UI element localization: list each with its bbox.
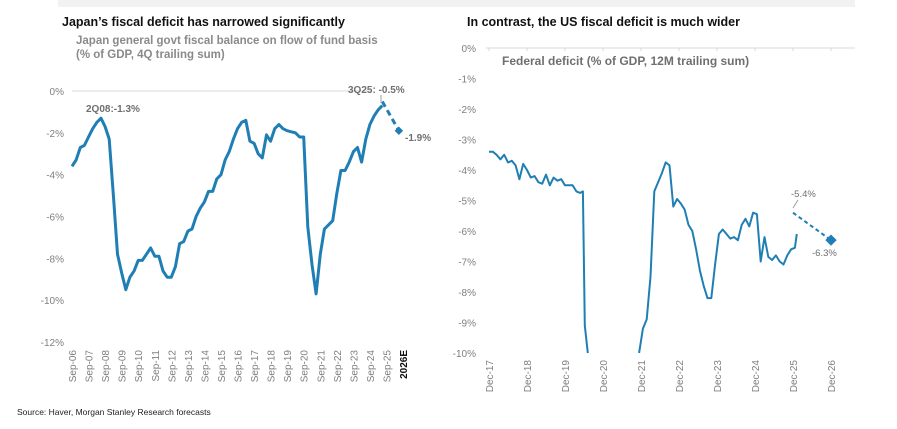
japan-y-tick-label: -6% [46,213,64,224]
japan-chart-title: Japan’s fiscal deficit has narrowed sign… [62,15,345,29]
japan-x-tick-label: Sep-24 [366,350,377,383]
japan-chart-subtitle-line1: Japan general govt fiscal balance on flo… [76,35,378,47]
us-annotation-forecast: -6.3% [812,248,837,259]
us-y-tick-label: -8% [458,288,476,299]
japan-x-tick-label: Sep-10 [134,350,145,383]
us-y-tick-label: -10% [453,349,476,360]
japan-balance-line [70,104,384,296]
japan-y-tick-label: -12% [41,338,64,349]
japan-annotation-2026e: -1.9% [405,133,431,144]
us-x-tick-label: Dec-18 [523,360,534,393]
us-y-tick-label: -5% [458,197,476,208]
us-annotation-leader [792,199,799,209]
japan-x-tick-label: Sep-14 [200,350,211,383]
japan-x-tick-label: Sep-20 [300,350,311,383]
us-y-tick-label: -7% [458,258,476,269]
us-y-tick-label: -4% [458,166,476,177]
us-deficit-line-pre-covid [489,150,589,354]
japan-chart-subtitle-line2: (% of GDP, 4Q trailing sum) [76,49,225,61]
japan-y-tick-label: -8% [46,254,64,265]
top-bar [58,0,855,7]
japan-x-tick-label: Sep-08 [101,350,112,383]
japan-x-tick-label: Sep-23 [349,350,360,383]
us-x-tick-label: Dec-22 [675,360,686,393]
japan-y-tick-label: -4% [46,171,64,182]
japan-x-tick-label: Sep-19 [283,350,294,383]
us-forecast-line [792,211,832,242]
us-x-tick-label: Dec-20 [599,360,610,393]
us-x-tick-label: Dec-23 [713,360,724,393]
japan-x-tick-label: Sep-16 [234,350,245,383]
us-chart-title: In contrast, the US fiscal deficit is mu… [467,15,740,29]
us-x-tick-label: Dec-17 [485,360,496,393]
us-x-tick-label: Dec-25 [789,360,800,393]
japan-x-tick-label: Sep-09 [118,350,129,383]
japan-y-tick-label: -10% [41,296,64,307]
japan-x-tick-label: Sep-18 [267,350,278,383]
japan-x-tick-label: Sep-17 [250,350,261,383]
japan-x-tick-label: Sep-25 [382,350,393,383]
japan-x-tick-label: Sep-07 [85,350,96,383]
us-deficit-line-post-covid [638,161,798,354]
japan-x-tick-label: Sep-11 [151,350,162,382]
us-y-tick-label: -3% [458,136,476,147]
japan-forecast-line [380,100,401,132]
japan-x-tick-label: Sep-22 [333,350,344,383]
japan-x-tick-label: Sep-21 [316,350,327,383]
us-x-tick-label: Dec-19 [561,360,572,393]
us-y-tick-label: -2% [458,105,476,116]
japan-y-tick-label: 0% [50,87,65,98]
us-x-tick-label: Dec-26 [827,360,838,393]
japan-forecast-marker [394,126,404,135]
japan-y-tick-label: -2% [46,129,64,140]
source-note: Source: Haver, Morgan Stanley Research f… [17,407,211,417]
japan-annotation-2q08: 2Q08:-1.3% [86,104,140,115]
us-inner-label: Federal deficit (% of GDP, 12M trailing … [502,54,749,68]
us-y-tick-label: -1% [458,75,476,86]
japan-x-tick-label: Sep-13 [184,350,195,383]
us-x-tick-label: Dec-24 [751,360,762,393]
japan-annotation-3q25: 3Q25: -0.5% [348,85,405,96]
japan-x-tick-label: Sep-15 [217,350,228,383]
japan-x-tick-label: Sep-12 [167,350,178,383]
us-annotation-current: -5.4% [791,189,816,200]
us-y-tick-label: -9% [458,319,476,330]
us-y-tick-label: 0% [462,44,477,55]
us-forecast-marker [825,234,837,246]
japan-x-tick-label: Sep-06 [68,350,79,383]
japan-x-tick-label: 2026E [399,350,410,379]
us-y-tick-label: -6% [458,227,476,238]
us-x-tick-label: Dec-21 [637,360,648,393]
